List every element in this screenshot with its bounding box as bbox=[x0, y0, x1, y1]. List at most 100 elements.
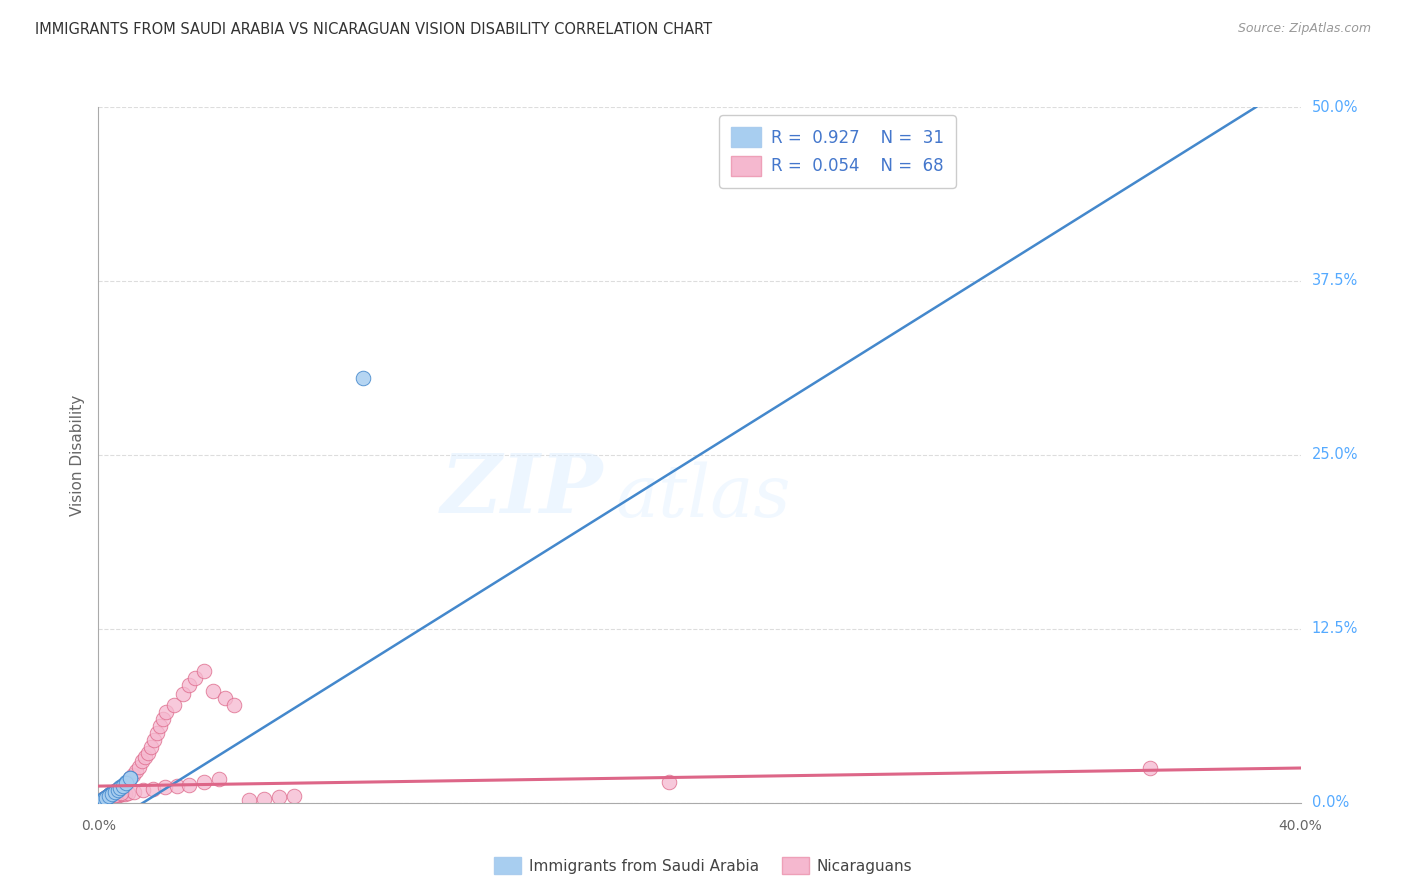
Point bbox=[98, 788, 121, 802]
Y-axis label: Vision Disability: Vision Disability bbox=[69, 394, 84, 516]
Point bbox=[107, 781, 129, 796]
Point bbox=[101, 785, 124, 799]
Point bbox=[118, 772, 141, 786]
Point bbox=[267, 790, 290, 805]
Point bbox=[238, 793, 260, 807]
Point bbox=[94, 790, 117, 805]
Text: 25.0%: 25.0% bbox=[1312, 448, 1358, 462]
Point bbox=[98, 788, 121, 802]
Point bbox=[201, 684, 224, 698]
Point bbox=[108, 781, 131, 796]
Point bbox=[94, 791, 117, 805]
Point bbox=[146, 726, 169, 740]
Point bbox=[1139, 761, 1161, 775]
Point bbox=[93, 791, 115, 805]
Point bbox=[352, 371, 374, 385]
Point bbox=[101, 785, 124, 799]
Point bbox=[132, 783, 155, 797]
Point bbox=[112, 778, 135, 792]
Point bbox=[122, 768, 145, 782]
Point bbox=[152, 712, 174, 726]
Point bbox=[214, 691, 236, 706]
Point bbox=[115, 775, 138, 789]
Point bbox=[91, 793, 114, 807]
Point bbox=[101, 786, 124, 800]
Point bbox=[104, 784, 127, 798]
Point bbox=[166, 779, 188, 793]
Point bbox=[658, 775, 681, 789]
Text: 40.0%: 40.0% bbox=[1278, 819, 1323, 833]
Point bbox=[96, 789, 118, 804]
Point bbox=[93, 791, 115, 805]
Point bbox=[93, 791, 115, 805]
Point bbox=[104, 784, 127, 798]
Point bbox=[91, 793, 114, 807]
Point bbox=[89, 794, 111, 808]
Point bbox=[104, 785, 127, 799]
Point bbox=[104, 788, 127, 802]
Text: Source: ZipAtlas.com: Source: ZipAtlas.com bbox=[1237, 22, 1371, 36]
Point bbox=[90, 794, 112, 808]
Point bbox=[193, 664, 215, 678]
Text: 0.0%: 0.0% bbox=[82, 819, 115, 833]
Point bbox=[114, 787, 136, 801]
Point bbox=[193, 775, 215, 789]
Point bbox=[177, 677, 200, 691]
Text: atlas: atlas bbox=[616, 461, 790, 532]
Text: 50.0%: 50.0% bbox=[1312, 100, 1358, 114]
Point bbox=[93, 791, 115, 805]
Text: 37.5%: 37.5% bbox=[1312, 274, 1358, 288]
Point bbox=[143, 733, 166, 747]
Point bbox=[118, 771, 141, 785]
Point bbox=[103, 789, 125, 804]
Text: 12.5%: 12.5% bbox=[1312, 622, 1358, 636]
Point bbox=[117, 786, 139, 800]
Point bbox=[94, 790, 117, 805]
Point bbox=[131, 754, 153, 768]
Point bbox=[149, 719, 172, 733]
Point bbox=[97, 789, 120, 803]
Point bbox=[183, 671, 205, 685]
Point bbox=[162, 698, 184, 713]
Point bbox=[118, 771, 141, 785]
Point bbox=[101, 786, 124, 800]
Text: 0.0%: 0.0% bbox=[1312, 796, 1348, 810]
Legend: R =  0.927    N =  31, R =  0.054    N =  68: R = 0.927 N = 31, R = 0.054 N = 68 bbox=[720, 115, 956, 187]
Point bbox=[139, 740, 162, 755]
Point bbox=[253, 791, 276, 805]
Point bbox=[89, 794, 111, 808]
Point bbox=[134, 750, 156, 764]
Point bbox=[97, 788, 120, 802]
Point bbox=[153, 780, 176, 795]
Point bbox=[115, 775, 138, 789]
Point bbox=[112, 778, 135, 792]
Point bbox=[108, 788, 131, 802]
Point bbox=[90, 793, 112, 807]
Point bbox=[94, 791, 117, 805]
Point bbox=[141, 781, 163, 796]
Point bbox=[283, 789, 305, 803]
Legend: Immigrants from Saudi Arabia, Nicaraguans: Immigrants from Saudi Arabia, Nicaraguan… bbox=[488, 851, 918, 880]
Point bbox=[136, 746, 159, 760]
Point bbox=[100, 787, 122, 801]
Point bbox=[108, 780, 131, 795]
Point bbox=[90, 794, 112, 808]
Point bbox=[91, 792, 114, 806]
Point bbox=[101, 787, 124, 801]
Point bbox=[107, 781, 129, 796]
Text: ZIP: ZIP bbox=[440, 450, 603, 530]
Point bbox=[128, 759, 150, 773]
Point bbox=[91, 792, 114, 806]
Point bbox=[172, 687, 194, 701]
Point bbox=[112, 779, 135, 793]
Point bbox=[100, 787, 122, 801]
Point bbox=[100, 790, 122, 805]
Point bbox=[222, 698, 245, 713]
Point bbox=[124, 785, 146, 799]
Point bbox=[107, 782, 129, 797]
Point bbox=[96, 789, 118, 804]
Point bbox=[105, 789, 128, 803]
Point bbox=[91, 792, 114, 806]
Point bbox=[110, 786, 132, 800]
Point bbox=[115, 775, 138, 789]
